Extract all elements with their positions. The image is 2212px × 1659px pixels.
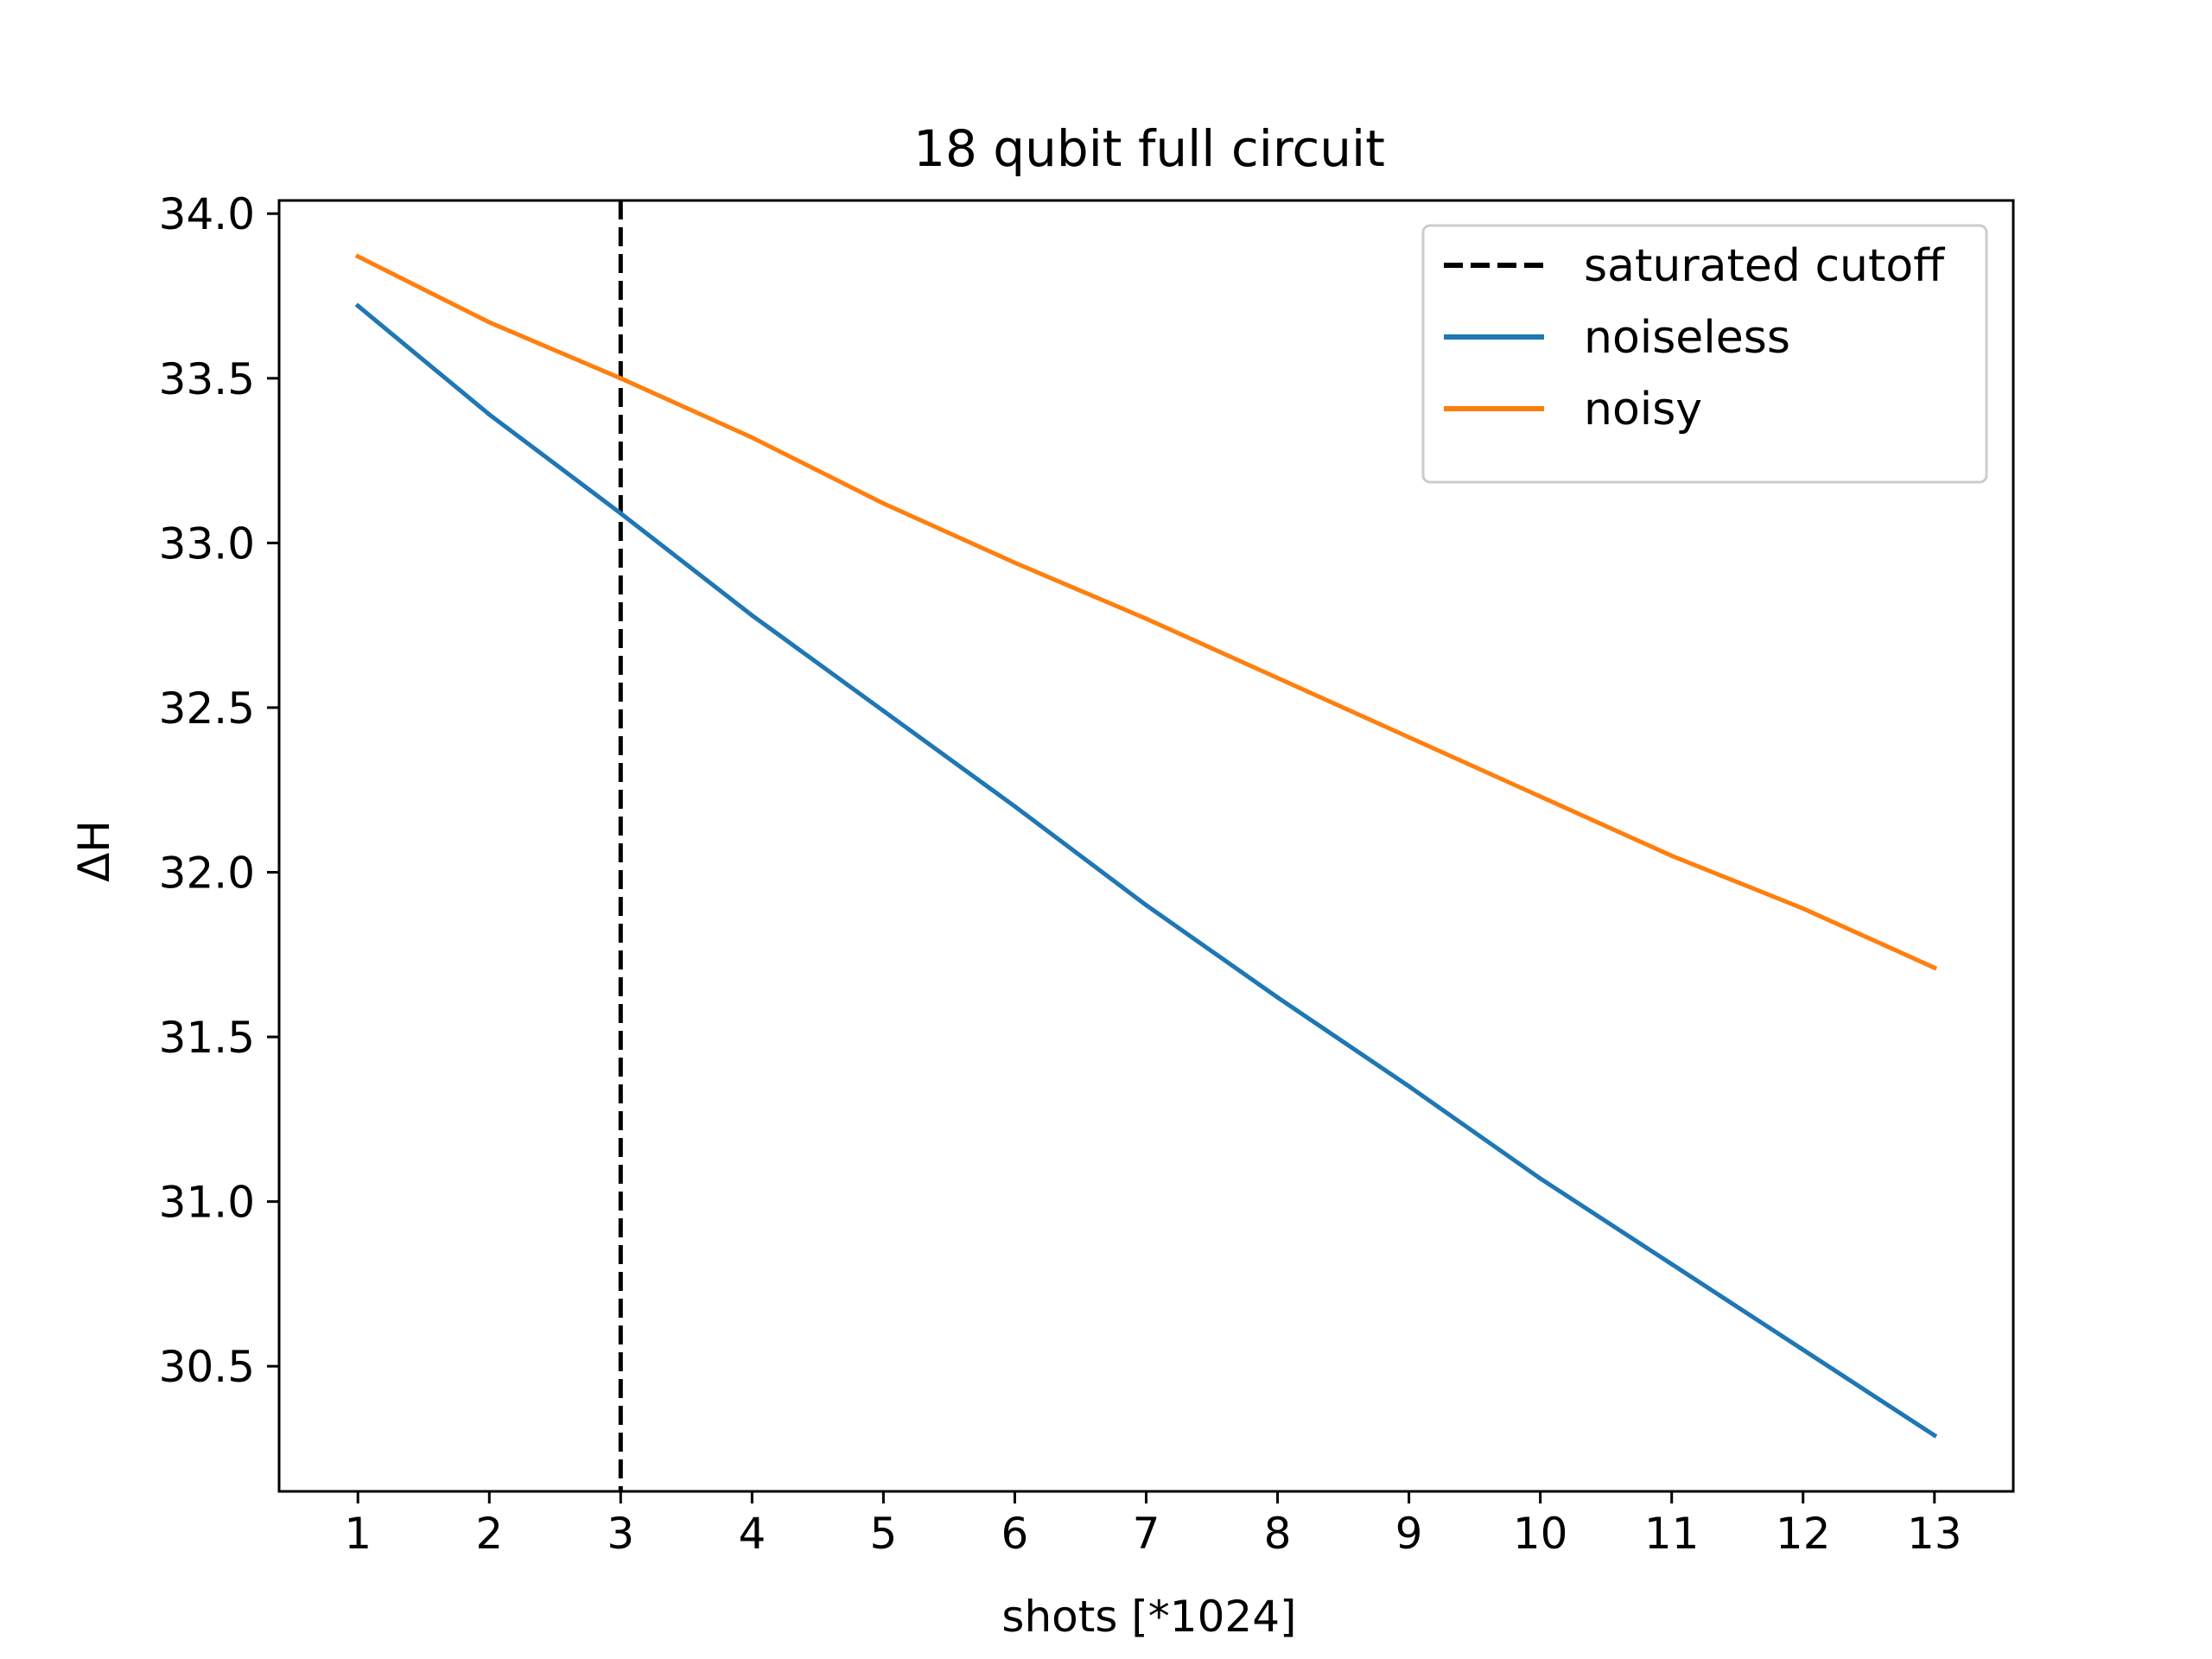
data-point-noiseless-2 [486, 412, 492, 417]
data-point-noiseless-1 [355, 303, 360, 308]
x-axis: 1 2 3 4 5 6 7 8 9 10 11 12 13 [344, 1491, 1962, 1559]
x-tick-label: 6 [1001, 1509, 1029, 1559]
data-point-noiseless-8 [1275, 995, 1281, 1000]
data-point-noisy-4 [749, 435, 754, 440]
y-axis-label: ΔH [69, 820, 119, 882]
data-point-noiseless-11 [1669, 1262, 1675, 1267]
legend-label-noisy: noisy [1584, 384, 1702, 435]
data-point-noiseless-7 [1144, 903, 1148, 908]
data-point-noisy-10 [1538, 794, 1543, 799]
data-point-noiseless-12 [1801, 1347, 1806, 1352]
x-tick-label: 13 [1907, 1509, 1962, 1559]
y-tick-label: 31.0 [159, 1178, 255, 1228]
data-point-noiseless-5 [880, 709, 886, 714]
x-axis-label: shots [*1024] [1001, 1592, 1296, 1642]
x-tick-label: 5 [870, 1509, 898, 1559]
data-point-noisy-11 [1669, 853, 1675, 858]
data-point-noiseless-6 [1012, 804, 1017, 809]
y-tick-label: 33.0 [159, 518, 255, 569]
legend-box [1421, 224, 1988, 484]
y-tick-label: 31.5 [159, 1013, 255, 1063]
x-tick-label: 8 [1264, 1509, 1292, 1559]
x-tick-label: 7 [1133, 1509, 1160, 1559]
y-axis: 30.5 31.0 31.5 32.0 32.5 33.0 33.5 34.0 [159, 189, 279, 1392]
x-tick-label: 10 [1513, 1509, 1568, 1559]
chart-title: 18 qubit full circuit [913, 119, 1385, 178]
data-point-noisy-5 [880, 501, 886, 506]
x-tick-label: 12 [1776, 1509, 1831, 1559]
plot-data [354, 200, 1938, 1491]
data-point-noisy-7 [1144, 616, 1148, 621]
legend-label-saturated-cutoff: saturated cutoff [1584, 240, 1945, 292]
y-tick-label: 32.5 [159, 683, 255, 734]
data-point-noisy-6 [1012, 560, 1017, 565]
data-point-noisy-13 [1932, 965, 1937, 970]
x-tick-label: 4 [738, 1509, 766, 1559]
x-tick-label: 2 [475, 1509, 503, 1559]
data-point-noisy-1 [355, 254, 360, 259]
legend: saturated cutoff noiseless noisy [1421, 224, 1988, 484]
x-tick-label: 3 [607, 1509, 634, 1559]
y-tick-label: 30.5 [159, 1342, 255, 1392]
data-point-noisy-9 [1407, 734, 1412, 740]
data-point-noisy-3 [618, 376, 623, 381]
legend-label-noiseless: noiseless [1584, 312, 1790, 364]
data-point-noisy-12 [1801, 906, 1806, 911]
data-point-noiseless-3 [618, 511, 623, 516]
x-tick-label: 1 [344, 1509, 372, 1559]
y-tick-label: 33.5 [159, 354, 255, 404]
data-point-noiseless-4 [749, 613, 754, 618]
data-point-noiseless-10 [1538, 1176, 1543, 1181]
data-point-noisy-8 [1275, 676, 1281, 681]
x-tick-label: 9 [1395, 1509, 1423, 1559]
x-tick-label: 11 [1644, 1509, 1700, 1559]
data-point-noiseless-13 [1932, 1433, 1937, 1438]
y-tick-label: 32.0 [159, 848, 255, 898]
y-tick-label: 34.0 [159, 189, 255, 239]
data-point-noisy-2 [486, 320, 492, 325]
data-point-noiseless-9 [1407, 1084, 1412, 1089]
